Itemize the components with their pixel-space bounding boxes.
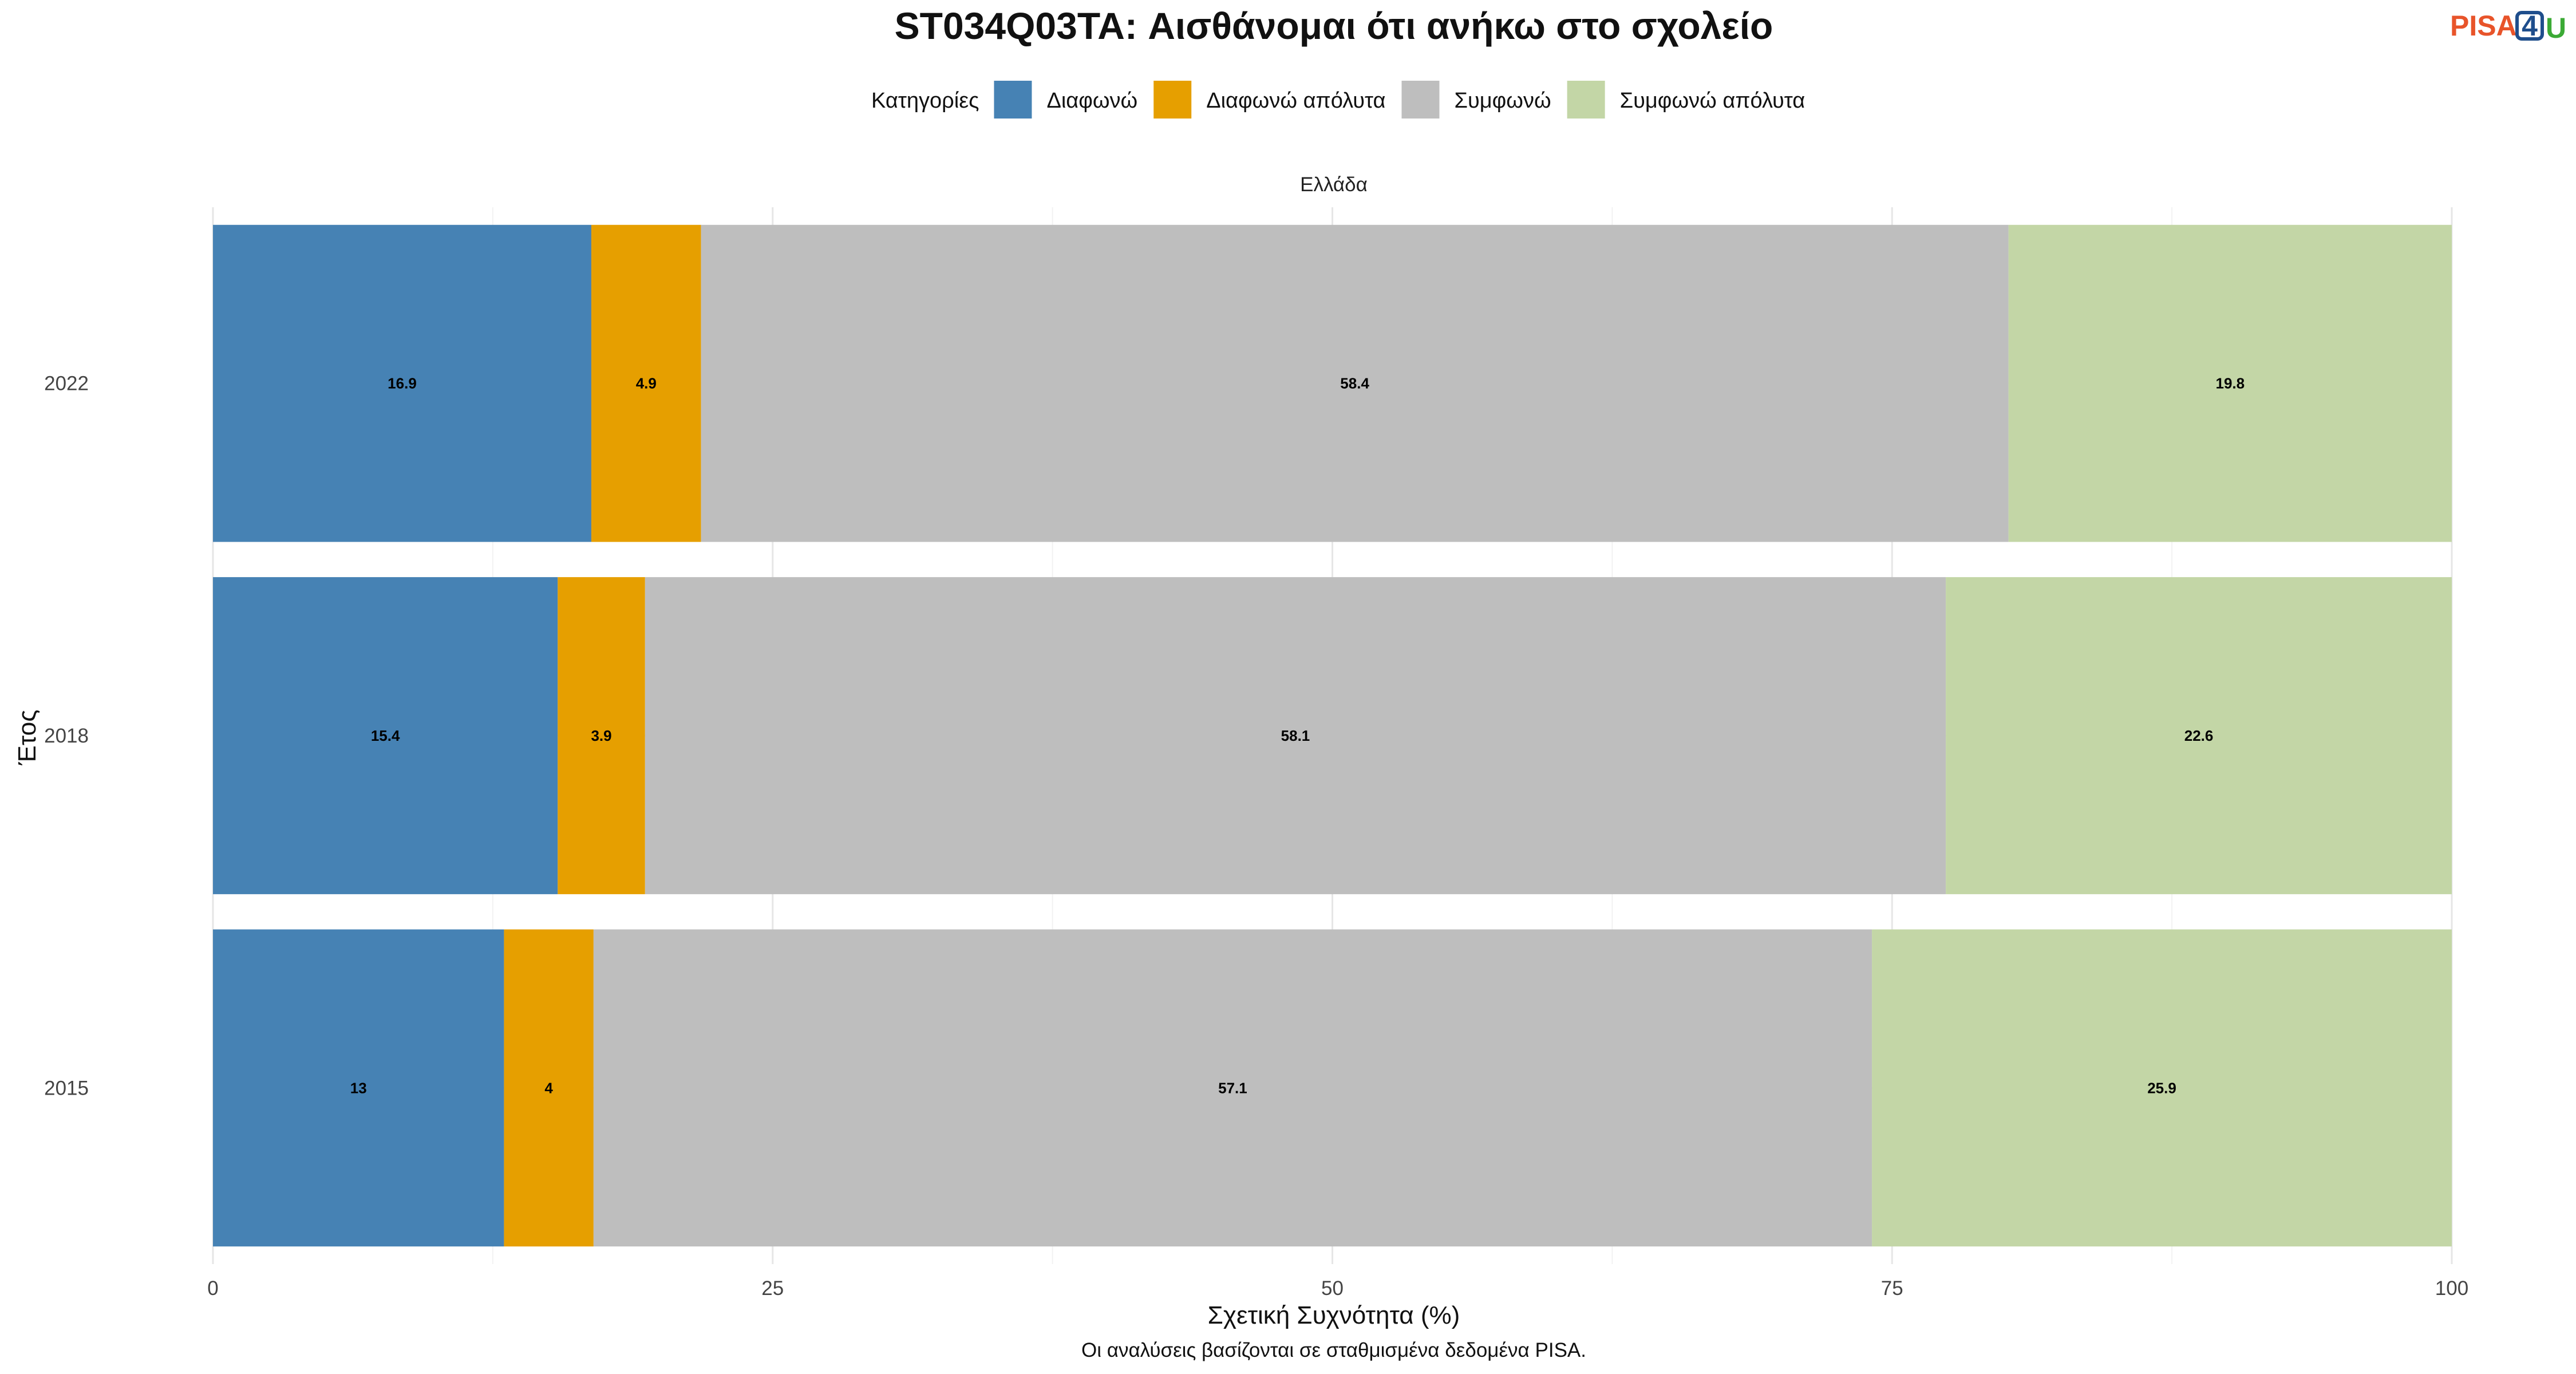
logo-text-main: PISA	[2450, 10, 2517, 42]
data-label: 4.9	[636, 375, 657, 392]
bar-segment	[593, 929, 1872, 1247]
bar-segment	[645, 577, 1946, 894]
logo-text-digit: 4	[2522, 10, 2538, 42]
data-label: 22.6	[2184, 727, 2214, 744]
x-tick-label: 75	[1881, 1277, 1903, 1300]
y-axis-ticks: 2022 2018 2015	[44, 373, 89, 1100]
logo-digit-box	[2515, 11, 2544, 41]
legend-key	[1153, 81, 1192, 119]
legend-label: Συμφωνώ	[1454, 89, 1551, 113]
legend-item: Διαφωνώ απόλυτα	[1153, 81, 1385, 119]
pisa4u-logo: PISA 4 U	[2450, 10, 2566, 44]
bar-segment	[1946, 577, 2452, 894]
legend-key	[994, 81, 1032, 119]
bar-segment	[213, 929, 504, 1247]
data-label: 16.9	[388, 375, 417, 392]
legend-title: Κατηγορίες	[871, 89, 979, 113]
y-axis-title: Έτος	[13, 710, 41, 766]
legend-label: Συμφωνώ απόλυτα	[1620, 89, 1805, 113]
legend-key	[1567, 81, 1605, 119]
bar-segment	[213, 224, 591, 542]
bar-segment	[591, 224, 701, 542]
logo-text-tail: U	[2546, 12, 2566, 44]
bar-segment	[558, 577, 645, 894]
x-tick-label: 100	[2435, 1277, 2468, 1300]
data-labels: 16.9 4.9 58.4 19.8 15.4 3.9 58.1 22.6 13 4 57.1 25.…	[350, 375, 2245, 1097]
bar-segment	[701, 224, 2009, 542]
data-label: 19.8	[2216, 375, 2245, 392]
caption: Οι αναλύσεις βασίζονται σε σταθμισμένα δ…	[1081, 1339, 1586, 1361]
chart-title: ST034Q03TA: Αισθάνομαι ότι ανήκω στο σχο…	[895, 5, 1773, 47]
data-label: 25.9	[2147, 1079, 2176, 1096]
legend-label: Διαφωνώ	[1046, 89, 1137, 113]
data-label: 57.1	[1218, 1079, 1247, 1096]
bar-segment	[504, 929, 594, 1247]
facet-label: Ελλάδα	[1300, 173, 1368, 196]
data-label: 13	[350, 1079, 367, 1096]
y-tick-label: 2015	[44, 1077, 89, 1099]
bar-segment	[2008, 224, 2452, 542]
x-axis-title: Σχετική Συχνότητα (%)	[1208, 1301, 1460, 1329]
data-label: 3.9	[591, 727, 611, 744]
bar-segment	[1872, 929, 2452, 1247]
legend: Κατηγορίες Διαφωνώ Διαφωνώ απόλυτα Συμφωνώ…	[871, 81, 1805, 119]
data-label: 15.4	[371, 727, 400, 744]
bar-segment	[213, 577, 558, 894]
x-axis-ticks: 0 25 50 75 100	[207, 1277, 2468, 1300]
legend-label: Διαφωνώ απόλυτα	[1206, 89, 1385, 113]
bars	[213, 224, 2452, 1247]
data-label: 4	[544, 1079, 553, 1096]
data-label: 58.4	[1340, 375, 1369, 392]
data-label: 58.1	[1281, 727, 1310, 744]
x-tick-label: 50	[1321, 1277, 1344, 1300]
y-tick-label: 2018	[44, 725, 89, 747]
x-tick-label: 25	[761, 1277, 784, 1300]
y-tick-label: 2022	[44, 373, 89, 395]
legend-item: Διαφωνώ	[994, 81, 1137, 119]
legend-key	[1401, 81, 1440, 119]
legend-item: Συμφωνώ απόλυτα	[1567, 81, 1805, 119]
legend-item: Συμφωνώ	[1401, 81, 1551, 119]
x-tick-label: 0	[207, 1277, 218, 1300]
